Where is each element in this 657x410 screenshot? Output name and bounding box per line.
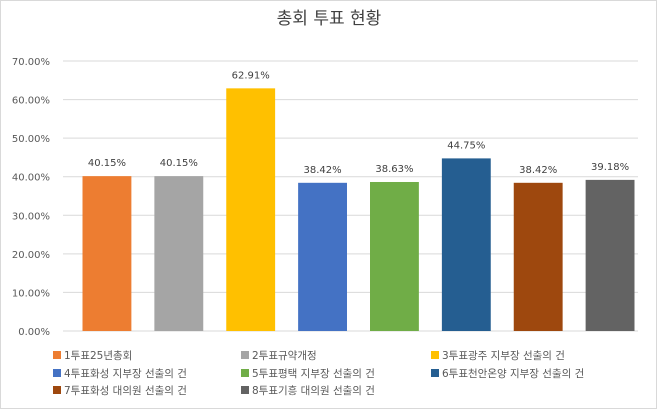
legend-label: 7투표화성 대의원 선출의 건 bbox=[64, 385, 187, 397]
bar bbox=[370, 181, 419, 331]
y-tick-label: 50.00% bbox=[12, 134, 50, 145]
legend-swatch bbox=[431, 369, 439, 377]
legend-swatch bbox=[241, 369, 249, 377]
legend-label: 1투표25년총회 bbox=[64, 350, 132, 362]
data-labels: 40.15% 40.15% 62.91% 38.42% 38.63% 44.75% 38.4… bbox=[88, 70, 629, 175]
legend-label: 8투표기흥 대의원 선출의 건 bbox=[252, 384, 375, 397]
data-label: 40.15% bbox=[160, 158, 198, 169]
data-label: 62.91% bbox=[232, 70, 270, 81]
y-tick-label: 20.00% bbox=[12, 250, 50, 261]
bar bbox=[226, 88, 276, 332]
legend-swatch bbox=[241, 351, 249, 359]
y-tick-label: 30.00% bbox=[12, 211, 50, 222]
y-tick-label: 70.00% bbox=[12, 57, 50, 68]
bar bbox=[441, 158, 491, 331]
legend-swatch bbox=[53, 369, 61, 377]
legend-label: 4투표화성 지부장 선출의 건 bbox=[64, 368, 187, 380]
bar bbox=[513, 182, 563, 331]
bar bbox=[154, 176, 204, 331]
data-label: 38.63% bbox=[375, 164, 413, 175]
data-label: 38.42% bbox=[303, 165, 341, 176]
y-axis-ticks: 0.00% 10.00% 20.00% 30.00% 40.00% 50.00% 60.00… bbox=[12, 57, 50, 338]
chart-title: 총회 투표 현황 bbox=[277, 9, 382, 29]
data-label: 39.18% bbox=[591, 162, 629, 173]
y-tick-label: 10.00% bbox=[12, 288, 50, 299]
bar bbox=[585, 179, 635, 331]
y-tick-label: 60.00% bbox=[12, 96, 50, 107]
data-label: 40.15% bbox=[88, 158, 126, 169]
legend-swatch bbox=[53, 351, 61, 359]
legend-label: 6투표천안온양 지부장 선출의 건 bbox=[442, 368, 584, 380]
bar bbox=[82, 176, 132, 331]
legend: 1투표25년총회 2투표규약개정 3투표광주 지부장 선출의 건 4투표화성 지부장 … bbox=[53, 350, 584, 397]
y-tick-label: 0.00% bbox=[18, 327, 50, 338]
data-label: 38.42% bbox=[519, 165, 557, 176]
y-tick-label: 40.00% bbox=[12, 173, 50, 184]
legend-swatch bbox=[53, 386, 61, 394]
bar bbox=[298, 182, 347, 331]
legend-label: 5투표평택 지부장 선출의 건 bbox=[252, 368, 375, 380]
legend-swatch bbox=[431, 351, 439, 359]
legend-label: 3투표광주 지부장 선출의 건 bbox=[442, 350, 565, 362]
bars bbox=[82, 88, 635, 332]
data-label: 44.75% bbox=[447, 140, 485, 151]
legend-swatch bbox=[241, 386, 249, 394]
legend-label: 2투표규약개정 bbox=[252, 350, 317, 362]
